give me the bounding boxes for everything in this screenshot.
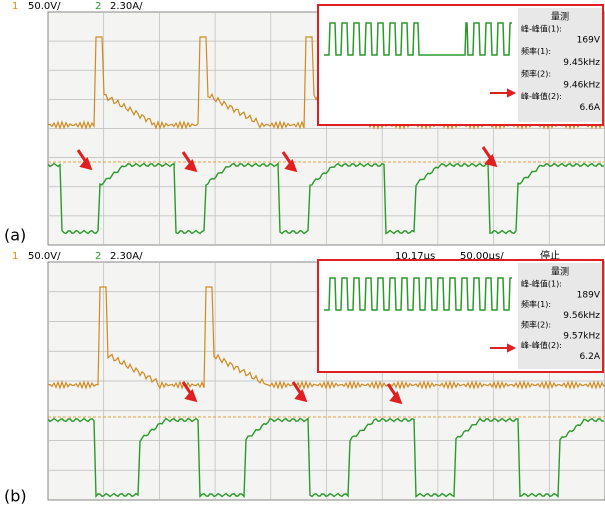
measure-value: 9.46kHz <box>563 81 600 91</box>
ch2-scale: 2.30A/ <box>110 251 143 262</box>
ch1-label: 1 <box>12 251 18 262</box>
measure-value: 6.6A <box>580 103 601 113</box>
measure-value: 9.45kHz <box>563 58 600 68</box>
ch1-scale: 50.0V/ <box>28 1 61 12</box>
screenshot: 150.0V/22.30A/(a)量测峰-峰值(1):169V频率(1):9.4… <box>0 0 605 504</box>
ch2-label: 2 <box>95 251 101 262</box>
measure-name: 频率(2): <box>521 320 551 330</box>
measure-value: 189V <box>577 291 601 301</box>
panel-label: (a) <box>4 226 26 245</box>
measure-name: 频率(2): <box>521 69 551 79</box>
measure-title: 量测 <box>551 12 569 23</box>
ch2-scale: 2.30A/ <box>110 1 143 12</box>
measure-title: 量测 <box>551 267 569 278</box>
measure-name: 频率(1): <box>521 299 551 309</box>
panel-label: (b) <box>4 487 27 505</box>
measure-name: 峰-峰值(2): <box>521 340 562 350</box>
ch1-scale: 50.0V/ <box>28 251 61 262</box>
measure-value: 169V <box>577 36 601 46</box>
ch1-label: 1 <box>12 1 18 12</box>
ch2-label: 2 <box>95 1 101 12</box>
measure-value: 9.57kHz <box>563 332 600 342</box>
measure-name: 峰-峰值(2): <box>521 91 562 101</box>
measure-name: 峰-峰值(1): <box>521 24 562 34</box>
measure-value: 6.2A <box>580 352 601 362</box>
measure-name: 峰-峰值(1): <box>521 279 562 289</box>
measure-value: 9.56kHz <box>563 311 600 321</box>
measure-name: 频率(1): <box>521 46 551 56</box>
scope-panel: 1 50.0V/2 2.30A/ (a) 量测峰-峰值(1): 169V 频率(1): 9.4… <box>4 1 605 245</box>
